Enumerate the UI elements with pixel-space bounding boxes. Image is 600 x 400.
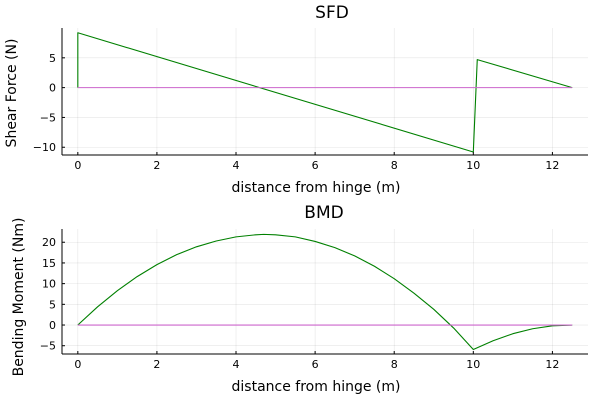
- sfd-y-tick-label: −10: [33, 141, 56, 154]
- sfd-y-tick-label: 5: [49, 52, 56, 65]
- bmd-x-tick-label: 2: [153, 358, 160, 371]
- sfd-x-tick-label: 2: [153, 159, 160, 172]
- sfd-x-tick-label: 0: [74, 159, 81, 172]
- sfd-x-tick-label: 12: [545, 159, 559, 172]
- bmd-x-tick-label: 10: [466, 358, 480, 371]
- bmd-title: BMD: [304, 203, 343, 223]
- bmd-x-tick-label: 6: [312, 358, 319, 371]
- sfd-x-tick-label: 10: [466, 159, 480, 172]
- bmd-y-tick-label: 20: [42, 236, 56, 249]
- sfd-title: SFD: [315, 3, 349, 23]
- bmd-series-group: [77, 233, 573, 351]
- sfd-series-line-1: [77, 32, 573, 153]
- sfd-y-tick-label: −5: [40, 111, 56, 124]
- sfd-series-group: [77, 32, 573, 153]
- sfd-y-axis-label: Shear Force (N): [4, 39, 20, 148]
- bmd-x-tick-label: 8: [391, 358, 398, 371]
- bmd-ticks: 0 2 4 6 8 10 12 −5 0 5 10 15 20: [40, 236, 560, 371]
- sfd-x-tick-label: 8: [391, 159, 398, 172]
- sfd-x-axis-label: distance from hinge (m): [232, 180, 401, 196]
- bmd-x-tick-label: 0: [74, 358, 81, 371]
- bmd-y-tick-label: 5: [49, 298, 56, 311]
- sfd-y-tick-label: 0: [49, 82, 56, 95]
- bmd-subplot: 0 2 4 6 8 10 12 −5 0 5 10 15 20 BMD distance from hi…: [11, 203, 588, 395]
- sfd-x-tick-label: 4: [233, 159, 240, 172]
- sfd-subplot: 0 2 4 6 8 10 12 −10 −5 0 5 SFD distance from hinge…: [4, 3, 588, 196]
- bmd-y-tick-label: −5: [40, 340, 56, 353]
- bmd-y-tick-label: 10: [42, 278, 56, 291]
- bmd-x-tick-label: 4: [233, 358, 240, 371]
- sfd-ticks: 0 2 4 6 8 10 12 −10 −5 0 5: [33, 52, 560, 172]
- bmd-y-tick-label: 15: [42, 257, 56, 270]
- bmd-x-tick-label: 12: [545, 358, 559, 371]
- bmd-x-axis-label: distance from hinge (m): [232, 379, 401, 395]
- bmd-y-tick-label: 0: [49, 319, 56, 332]
- bmd-series-line-1: [77, 233, 573, 351]
- sfd-grid: [62, 28, 588, 155]
- sfd-x-tick-label: 6: [312, 159, 319, 172]
- bmd-y-axis-label: Bending Moment (Nm): [11, 218, 27, 377]
